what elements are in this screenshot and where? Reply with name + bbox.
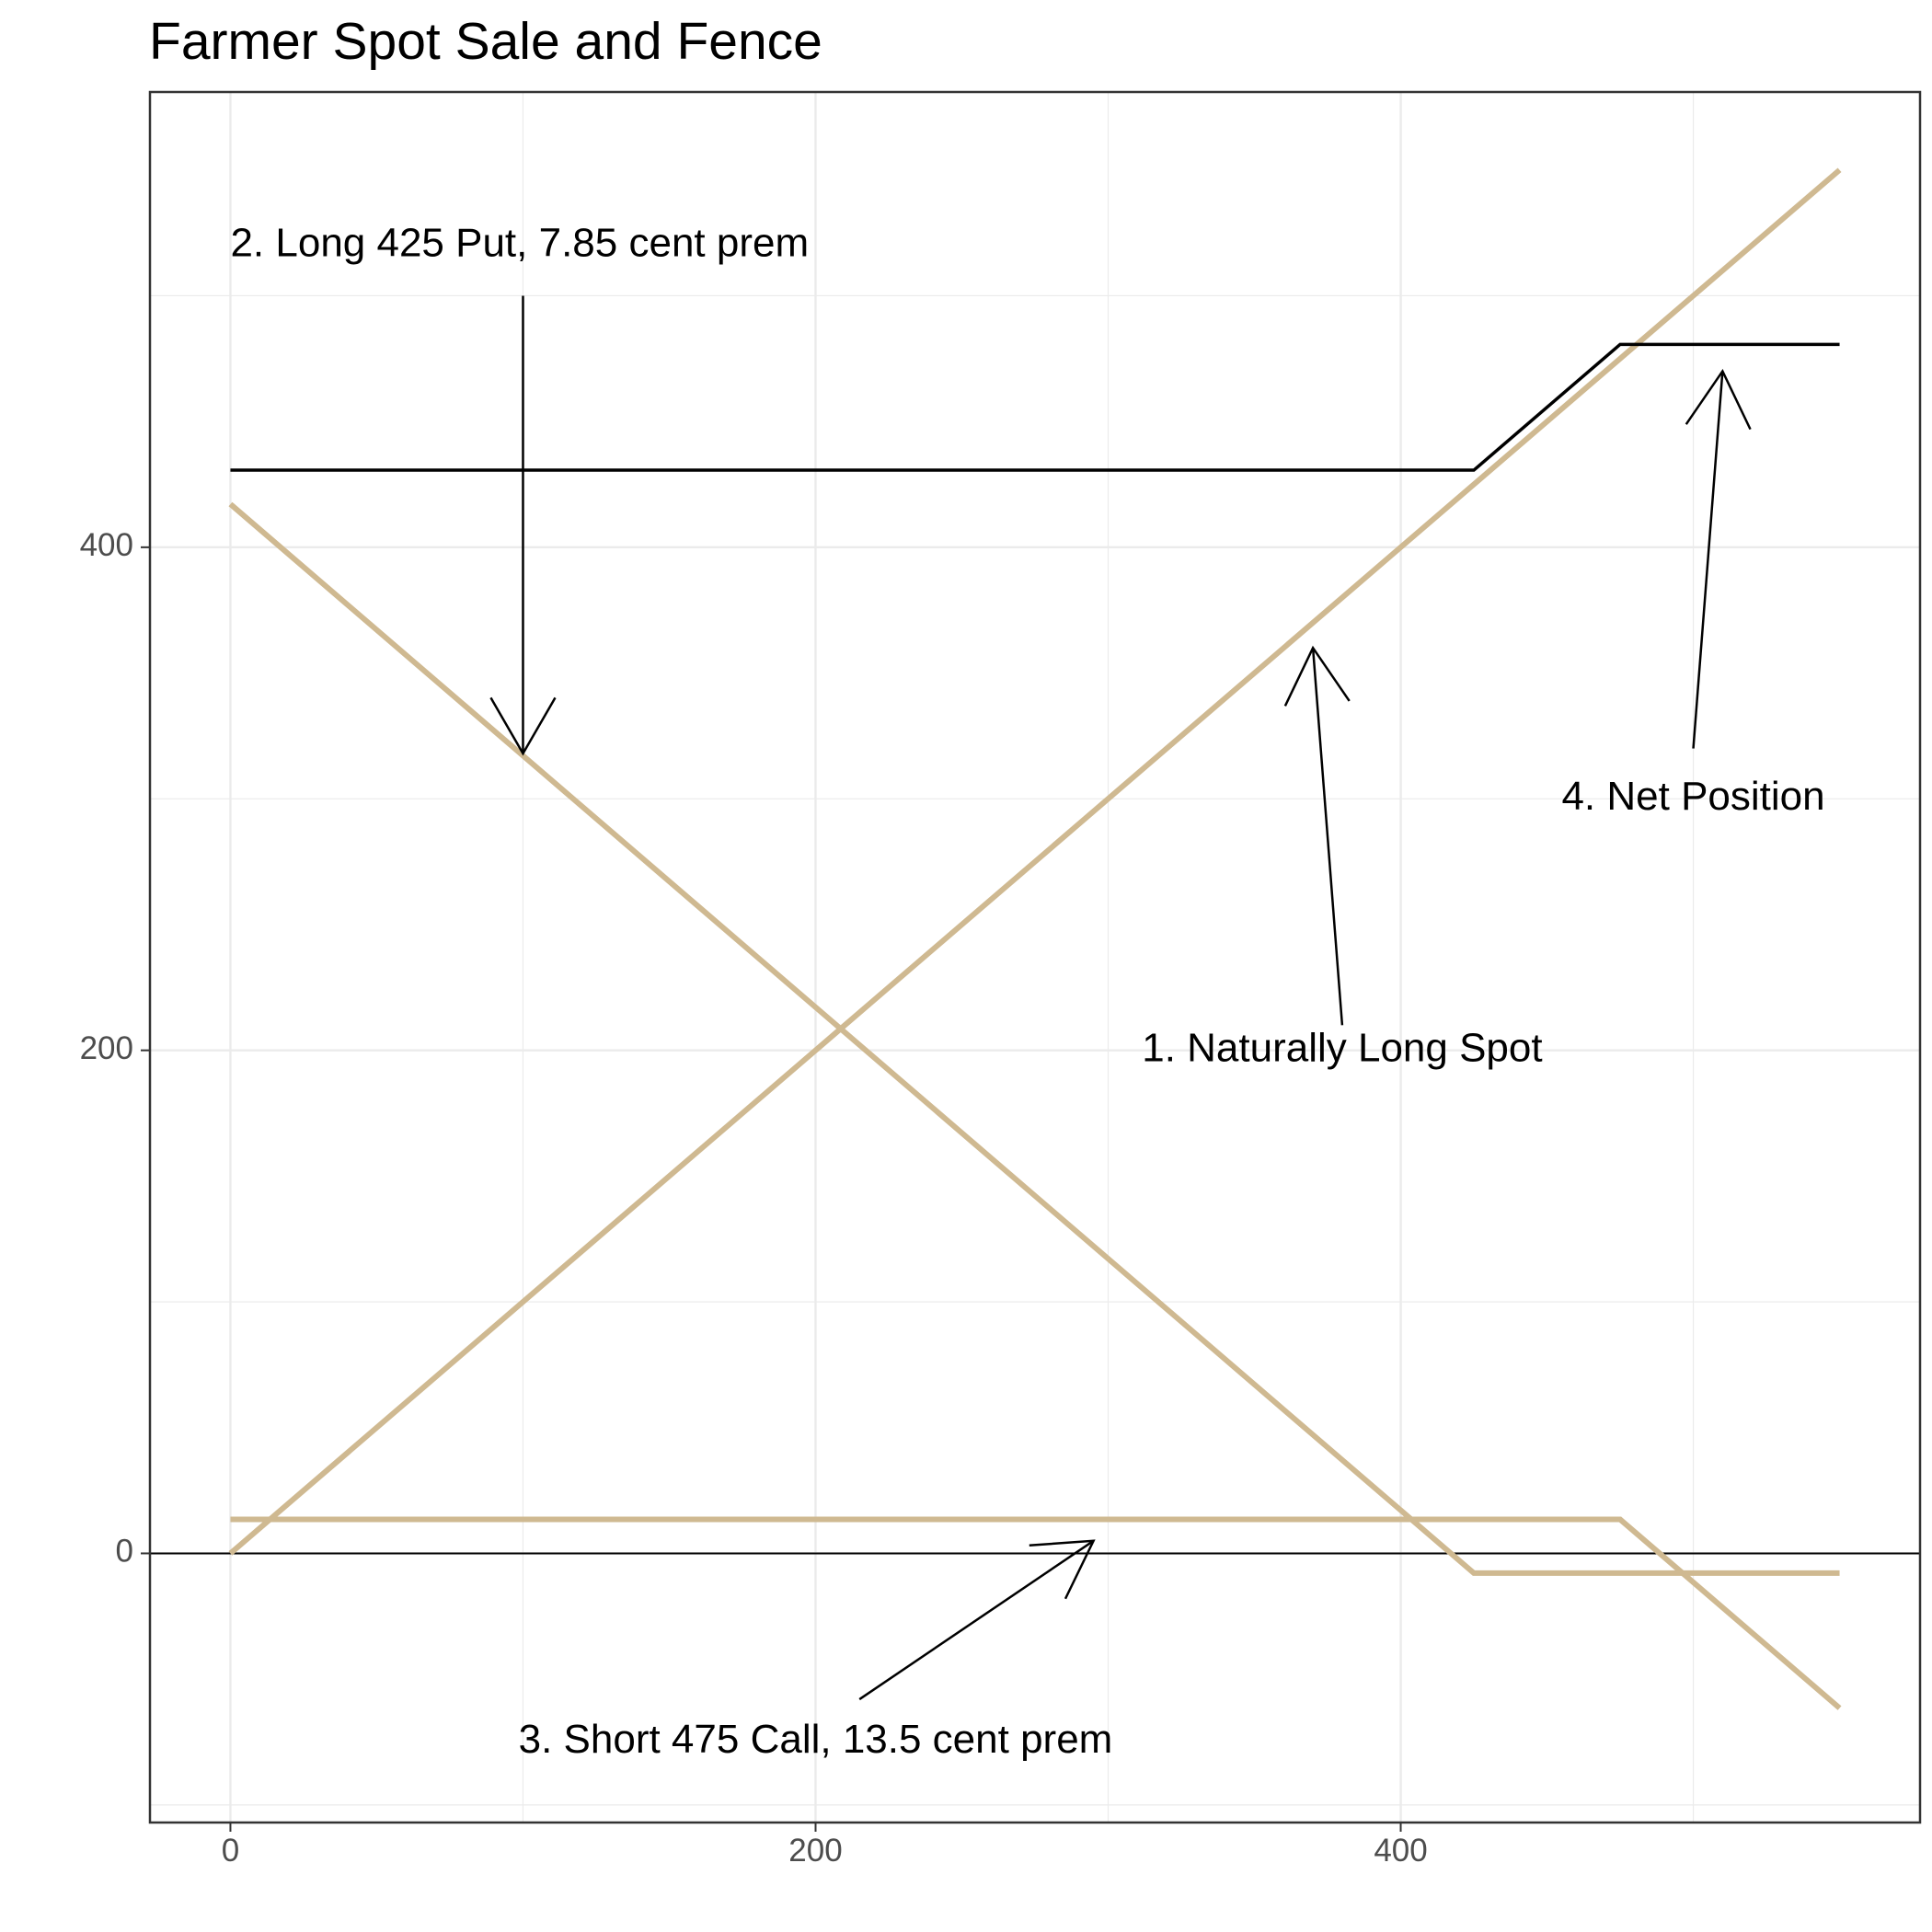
series-line-net-position	[230, 342, 1840, 472]
y-tick-label: 200	[80, 1030, 133, 1066]
annotation-arrowhead	[1283, 645, 1351, 707]
series-line-1	[228, 167, 1842, 1556]
annotation-arrow	[858, 1539, 1095, 1701]
annotation-label: 2. Long 425 Put, 7.85 cent prem	[230, 220, 809, 265]
series-line-2	[228, 501, 1840, 1576]
y-tick-label: 0	[116, 1534, 133, 1570]
annotation-layer: 2. Long 425 Put, 7.85 cent prem 1. Natura…	[230, 220, 1824, 1762]
x-tick-label: 400	[1374, 1833, 1427, 1869]
annotation-arrow	[1692, 371, 1724, 749]
annotation-label: 1. Naturally Long Spot	[1142, 1025, 1542, 1070]
x-tick-label: 200	[788, 1833, 842, 1869]
annotation-arrowhead	[489, 696, 557, 756]
annotation-arrow	[1311, 648, 1344, 1026]
grid-layer	[150, 92, 1920, 1823]
annotation-arrowhead	[1029, 1539, 1096, 1600]
x-tick-label: 0	[222, 1833, 239, 1869]
axis-layer: 0 200 400 0 200 400	[80, 527, 1428, 1869]
annotation-label: 4. Net Position	[1561, 774, 1824, 819]
annotation-arrowhead	[1685, 368, 1752, 431]
y-tick-label: 400	[80, 527, 133, 563]
chart-title: Farmer Spot Sale and Fence	[149, 12, 822, 71]
series-line-3	[230, 1516, 1842, 1710]
series-layer	[228, 167, 1842, 1710]
panel-border	[148, 90, 1922, 1824]
annotation-label: 3. Short 475 Call, 13.5 cent prem	[519, 1717, 1113, 1762]
